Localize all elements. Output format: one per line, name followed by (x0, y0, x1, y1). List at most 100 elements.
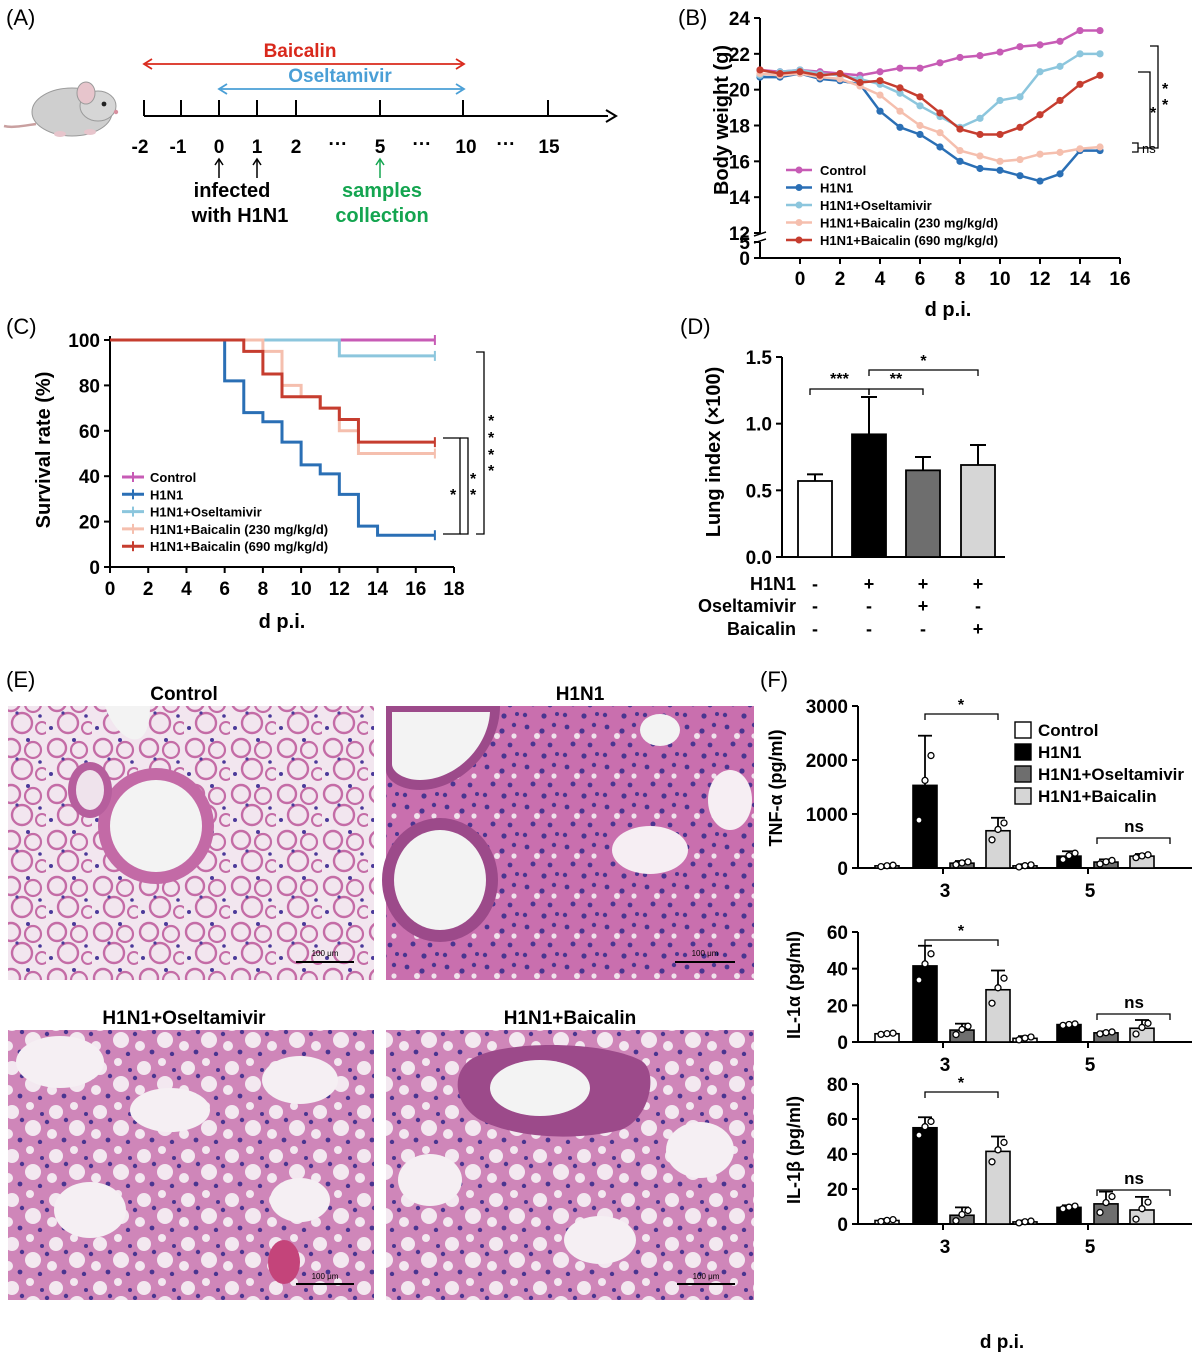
x-axis-label: d p.i. (259, 611, 306, 633)
x-tick-label: 10 (989, 269, 1010, 290)
panel-c: (C) 0 20 40 60 80 100 0 2 4 6 8 10 12 14 16 18 d p.i. Sur… (6, 314, 495, 633)
replicate-point (964, 858, 972, 866)
legend-label: H1N1 (820, 181, 853, 196)
d-sign: + (864, 574, 875, 594)
sig-bracket (868, 388, 924, 395)
bar (985, 829, 1011, 869)
bar (797, 480, 833, 558)
panel-d-letter: (D) (680, 314, 711, 339)
replicate-point (964, 1206, 972, 1215)
replicate-point (1015, 1036, 1023, 1044)
legend-marker (795, 219, 803, 226)
histology-image-baicalin: 100 μm (386, 1030, 754, 1300)
data-point (1016, 93, 1024, 101)
y-tick-label: 20 (827, 1180, 848, 1201)
d-sign: + (973, 574, 984, 594)
replicate-point (958, 1210, 966, 1219)
histology-image-h1n1: 100 μm (382, 706, 754, 980)
y-tick-label: 5 (739, 233, 750, 254)
timeline-tick: ··· (413, 134, 432, 155)
legend-label: Control (1038, 721, 1098, 740)
replicate-point (877, 1030, 885, 1039)
data-point (896, 107, 904, 115)
x-tick-label: 0 (795, 269, 806, 290)
legend-marker (795, 166, 803, 174)
data-point (976, 114, 984, 122)
infected-label: infected (194, 180, 271, 202)
x-tick-label: 3 (940, 1237, 951, 1258)
y-tick-label: 12 (729, 224, 750, 245)
data-point (796, 68, 804, 76)
replicate-point (1015, 1219, 1023, 1227)
data-point (996, 96, 1004, 105)
legend-label: H1N1 (1038, 743, 1081, 762)
y-tick-label: 18 (729, 117, 750, 138)
y-tick-label: 0 (837, 1033, 848, 1054)
y-tick-label: 20 (729, 81, 750, 102)
x-tick-label: 4 (875, 269, 886, 290)
data-point (1016, 123, 1024, 131)
data-point (956, 53, 964, 62)
bar (851, 433, 887, 558)
d-sign: - (812, 619, 818, 639)
data-point (1096, 50, 1104, 58)
replicate-point (1021, 862, 1029, 870)
replicate-point (1059, 1205, 1067, 1213)
y-tick-label: 60 (827, 923, 848, 944)
data-point (896, 89, 904, 97)
d-row-label: Baicalin (727, 619, 796, 639)
histology-title: Control (150, 684, 218, 705)
data-point (876, 68, 884, 76)
replicate-point (1108, 1192, 1116, 1201)
samples-label: samples (342, 180, 422, 202)
y-tick-label: 2000 (806, 751, 848, 772)
data-point (976, 52, 984, 60)
y-tick-label: 24 (729, 9, 751, 30)
chart-f: 0 1000 2000 3000 TNF-α (pg/ml) 3 5 * ns 0 20 40 60 IL… (766, 697, 1192, 1353)
y-tick-label: 40 (79, 467, 100, 488)
data-point (1056, 170, 1064, 178)
data-point (876, 91, 884, 99)
legend-swatch (1014, 787, 1032, 805)
data-point (1036, 68, 1044, 76)
x-tick-label: 12 (1029, 269, 1050, 290)
sig-bracket (924, 939, 999, 946)
scale-bar-label: 100 μm (312, 949, 339, 958)
sig-mark: * (488, 463, 495, 480)
y-tick-label: 100 (68, 331, 100, 352)
series-line (759, 72, 1101, 163)
x-tick-label: 14 (367, 579, 389, 600)
data-point (1036, 177, 1044, 185)
replicate-point (1102, 1029, 1110, 1037)
d-sign: - (920, 619, 926, 639)
replicate-point (1021, 1034, 1029, 1042)
replicate-point (1138, 852, 1146, 860)
bar (912, 1126, 938, 1225)
replicate-point (952, 1030, 960, 1039)
replicate-point (1065, 851, 1073, 860)
replicate-point (927, 751, 935, 760)
panel-e-letter: (E) (6, 667, 35, 692)
data-point (896, 84, 904, 92)
replicate-point (883, 1030, 891, 1038)
bar (905, 469, 941, 558)
replicate-point (1096, 1030, 1104, 1038)
x-tick-label: 3 (940, 881, 951, 902)
data-point (1096, 71, 1104, 79)
panel-e: (E) Control H1N1 H1N1+Oseltamivir H1N1+B… (6, 667, 754, 1300)
data-point (936, 59, 944, 67)
histology-title: H1N1+Baicalin (504, 1008, 637, 1029)
data-point (1036, 111, 1044, 119)
replicate-point (1108, 856, 1116, 865)
scale-bar-label: 100 μm (693, 1272, 720, 1281)
replicate-point (958, 859, 966, 867)
data-point (916, 130, 924, 139)
y-tick-label: 80 (79, 376, 100, 397)
data-point (896, 123, 904, 131)
replicate-point (1065, 1203, 1073, 1211)
y-tick-label: 20 (79, 513, 100, 534)
sig-mark: * (488, 447, 495, 464)
scale-bar-label: 100 μm (312, 1272, 339, 1281)
x-axis-label: d p.i. (925, 299, 972, 321)
